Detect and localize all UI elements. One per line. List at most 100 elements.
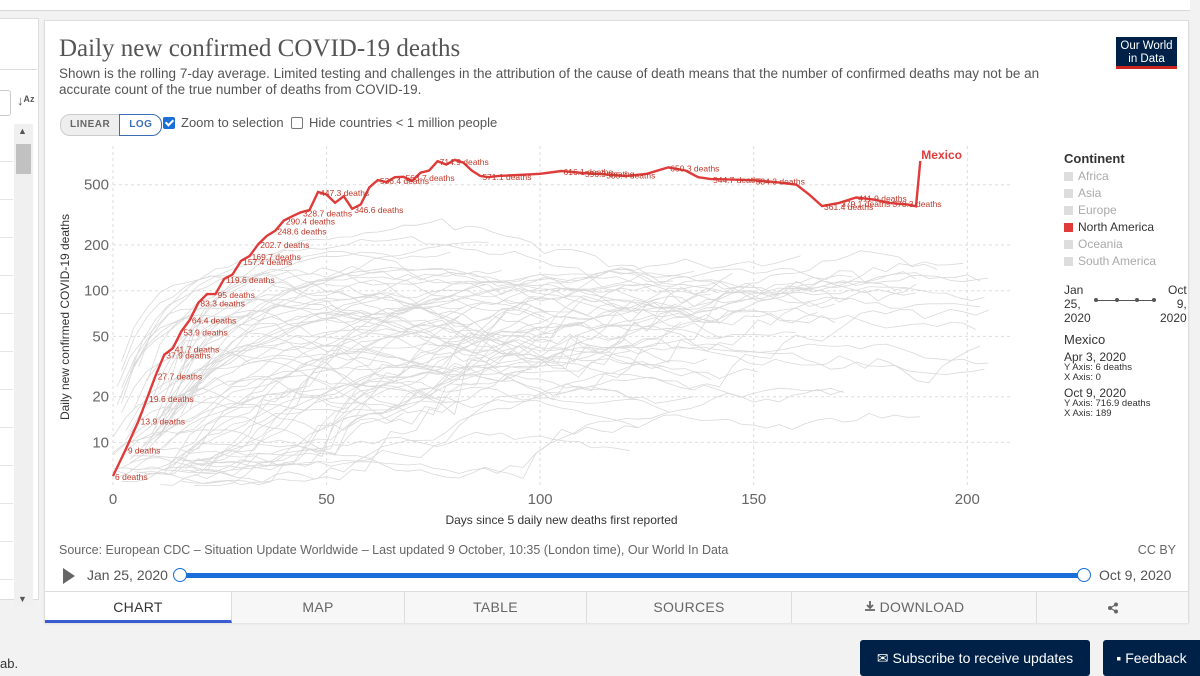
background-country-line	[181, 431, 630, 464]
mini-end-day: 9,	[1176, 297, 1187, 311]
y-tick-label: 100	[84, 283, 109, 300]
tab-share[interactable]	[1037, 592, 1188, 623]
chart-subtitle: Shown is the rolling 7-day average. Limi…	[59, 66, 1040, 97]
y-tick-label: 10	[92, 434, 109, 451]
list-item[interactable]	[0, 124, 13, 162]
logo-line-2: in Data	[1128, 53, 1165, 65]
feedback-button[interactable]: ▪ Feedback	[1103, 640, 1200, 676]
tab-map[interactable]: MAP	[232, 592, 405, 623]
scrollbar-thumb[interactable]	[16, 144, 31, 174]
list-item[interactable]	[0, 352, 13, 390]
list-item[interactable]	[0, 162, 13, 200]
background-country-line	[130, 365, 694, 471]
tab-sources[interactable]: SOURCES	[587, 592, 792, 623]
list-item[interactable]	[0, 542, 13, 580]
line-chart: 10 20 50 100 200 500 0 50 100 150 200 6 deaths 9 dea…	[58, 146, 1010, 527]
owid-logo[interactable]: Our World in Data	[1116, 37, 1177, 69]
timeline-start-handle[interactable]	[173, 568, 187, 582]
data-label: 616.1 deaths	[564, 167, 613, 177]
data-label: 119.6 deaths	[226, 275, 275, 285]
scroll-down-icon[interactable]: ▼	[18, 594, 27, 604]
timeline-end-label: Oct 9, 2020	[1099, 567, 1172, 583]
tab-table[interactable]: TABLE	[405, 592, 587, 623]
source-text: Source: European CDC – Situation Update …	[59, 543, 729, 557]
legend-label: Oceania	[1078, 237, 1123, 251]
list-item[interactable]	[0, 238, 13, 276]
background-country-line	[130, 347, 707, 471]
data-label: 27.7 deaths	[158, 371, 202, 381]
data-label: 563.7 deaths	[405, 173, 454, 183]
background-country-line	[112, 384, 921, 453]
top-bar	[0, 0, 1190, 11]
scroll-up-icon[interactable]: ▲	[18, 126, 27, 136]
mini-timeline-end: Oct 9, 2020	[1160, 283, 1187, 325]
legend-label: North America	[1078, 220, 1155, 234]
background-country-line	[189, 272, 818, 410]
mini-start-day: 25,	[1064, 297, 1081, 311]
x-tick-label: 50	[318, 491, 335, 508]
background-country-line	[168, 251, 451, 388]
tab-label: TABLE	[473, 599, 518, 615]
background-country-line	[121, 270, 917, 371]
legend-item-south-america[interactable]: South America	[1064, 254, 1156, 268]
tab-chart[interactable]: CHART	[45, 592, 232, 623]
list-item[interactable]	[0, 504, 13, 542]
background-country-line	[159, 295, 545, 437]
data-label: 361.4 deaths	[824, 202, 873, 212]
timeline-end-handle[interactable]	[1077, 568, 1091, 582]
data-label: 64.4 deaths	[192, 316, 236, 326]
data-label: 328.7 deaths	[303, 208, 352, 218]
x-tick-label: 0	[109, 491, 117, 508]
background-country-line	[164, 390, 460, 448]
background-country-line	[181, 339, 989, 477]
background-country-line	[155, 328, 759, 442]
mini-timeline-start: Jan 25, 2020	[1064, 283, 1091, 325]
hide-small-option[interactable]: Hide countries < 1 million people	[291, 115, 497, 130]
zoom-checkbox[interactable]	[163, 116, 175, 129]
zoom-option[interactable]: Zoom to selection	[163, 115, 284, 130]
data-label: 9 deaths	[128, 445, 161, 455]
x-axis-title: Days since 5 daily new deaths first repo…	[445, 513, 677, 527]
sort-az-icon[interactable]: ↓ᴬᶻ	[17, 93, 35, 108]
list-item[interactable]	[0, 314, 13, 352]
background-country-line	[159, 295, 660, 399]
background-country-line	[180, 236, 964, 373]
data-label: 714.9 deaths	[440, 157, 489, 167]
legend-swatch	[1064, 239, 1073, 249]
legend-item-asia[interactable]: Asia	[1064, 186, 1101, 200]
data-label: 169.7 deaths	[252, 252, 301, 262]
y-tick-label: 500	[84, 177, 109, 194]
play-icon[interactable]	[63, 568, 75, 584]
hide-small-checkbox[interactable]	[291, 116, 303, 129]
mini-timeline-dot	[1152, 298, 1156, 302]
data-label: 41.7 deaths	[175, 344, 219, 354]
data-label: 544.7 deaths	[713, 175, 762, 185]
legend-swatch	[1064, 188, 1073, 198]
list-item[interactable]	[0, 276, 13, 314]
scrollbar[interactable]: ▲ ▼	[14, 124, 33, 606]
list-item[interactable]	[0, 428, 13, 466]
sort-dropdown[interactable]	[0, 90, 11, 116]
page-footer-text: ab.	[0, 656, 19, 671]
list-item[interactable]	[0, 200, 13, 238]
background-country-line	[138, 376, 844, 486]
background-country-line	[121, 348, 404, 422]
legend-item-europe[interactable]: Europe	[1064, 203, 1117, 217]
data-label: 571.1 deaths	[482, 172, 531, 182]
subscribe-button[interactable]: ✉ Subscribe to receive updates	[860, 640, 1090, 676]
background-country-line	[189, 311, 549, 469]
license-link[interactable]: CC BY	[1137, 543, 1176, 557]
mini-timeline-dot	[1115, 298, 1119, 302]
entity-search-input[interactable]	[0, 19, 37, 70]
tab-download[interactable]: DOWNLOAD	[792, 592, 1037, 623]
list-item[interactable]	[0, 390, 13, 428]
data-label: 19.6 deaths	[149, 394, 193, 404]
timeline-slider[interactable]	[179, 573, 1085, 578]
legend-item-north-america[interactable]: North America	[1064, 220, 1154, 234]
list-item[interactable]	[0, 466, 13, 504]
tab-label: SOURCES	[653, 599, 725, 615]
x-tick-label: 150	[741, 491, 766, 508]
log-scale-button[interactable]: LOG	[119, 114, 163, 136]
legend-item-oceania[interactable]: Oceania	[1064, 237, 1123, 251]
legend-item-africa[interactable]: Africa	[1064, 169, 1109, 183]
